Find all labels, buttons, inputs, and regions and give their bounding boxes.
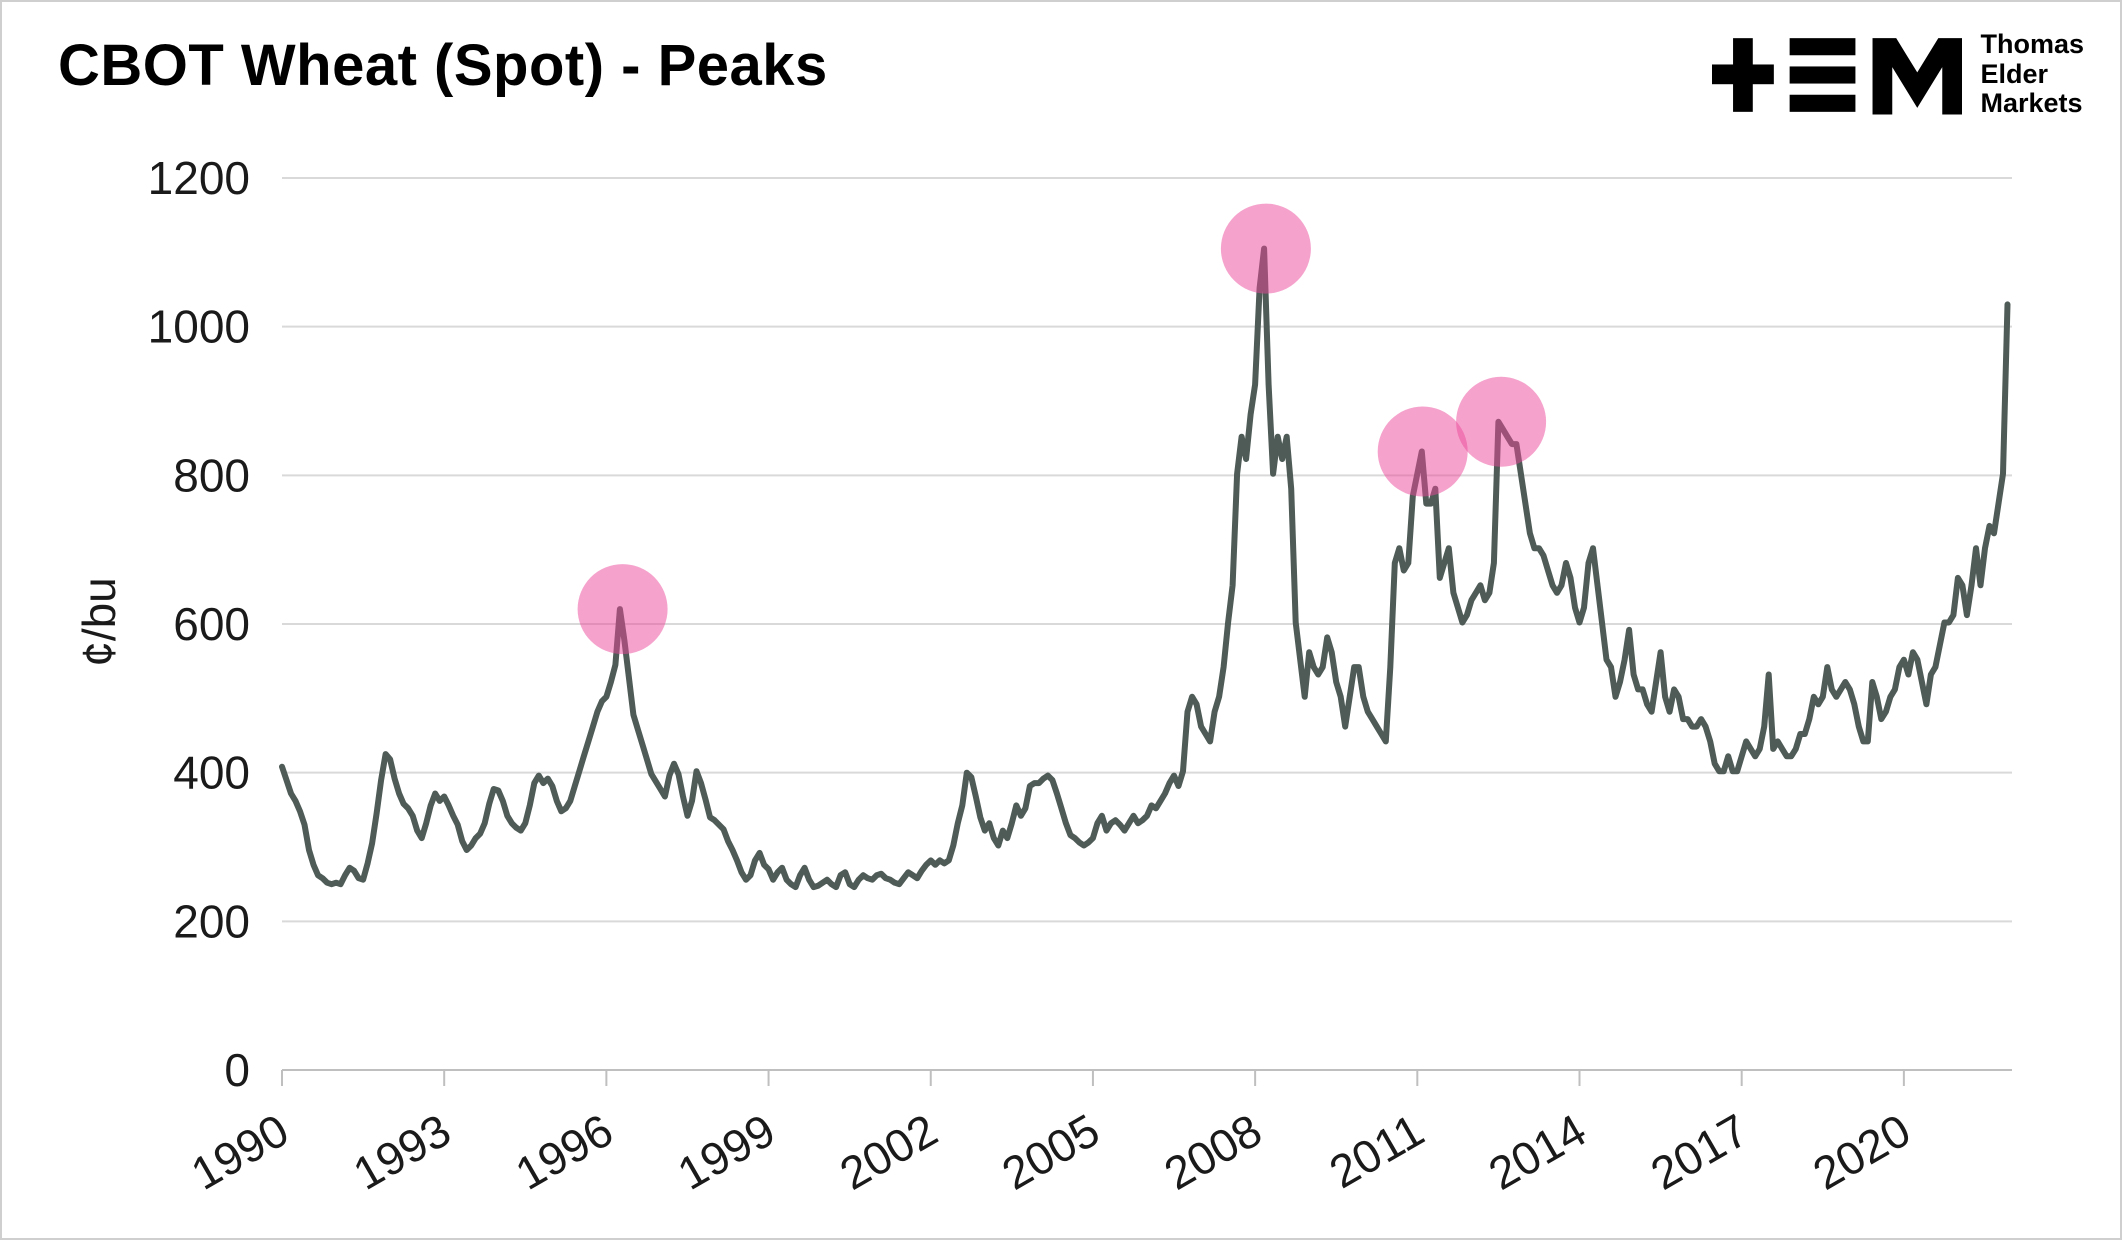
thomas-elder-markets-logo: Thomas Elder Markets: [1712, 29, 2084, 119]
svg-text:2020: 2020: [1804, 1104, 1919, 1200]
svg-text:2017: 2017: [1642, 1104, 1757, 1200]
svg-text:2011: 2011: [1321, 1104, 1433, 1198]
svg-text:1000: 1000: [148, 301, 250, 353]
logo-word-markets: Markets: [1980, 88, 2083, 119]
svg-text:600: 600: [173, 598, 250, 650]
svg-text:800: 800: [173, 449, 250, 501]
svg-text:1996: 1996: [507, 1104, 622, 1200]
svg-text:1993: 1993: [345, 1104, 460, 1200]
svg-text:0: 0: [224, 1044, 250, 1096]
svg-text:1999: 1999: [669, 1104, 784, 1200]
svg-text:200: 200: [173, 895, 250, 947]
svg-text:2002: 2002: [831, 1104, 946, 1200]
tem-logo-icon: [1712, 37, 1963, 115]
logo-wordmark: Thomas Elder Markets: [1980, 29, 2084, 119]
svg-text:400: 400: [173, 747, 250, 799]
logo-word-thomas: Thomas: [1980, 29, 2084, 59]
svg-text:1200: 1200: [148, 152, 250, 204]
svg-text:2005: 2005: [993, 1104, 1108, 1200]
svg-text:1990: 1990: [182, 1104, 297, 1200]
chart-title: CBOT Wheat (Spot) - Peaks: [58, 33, 828, 98]
svg-text:2014: 2014: [1480, 1104, 1595, 1200]
svg-text:2008: 2008: [1155, 1104, 1270, 1200]
logo-word-elder: Elder: [1980, 58, 2048, 89]
